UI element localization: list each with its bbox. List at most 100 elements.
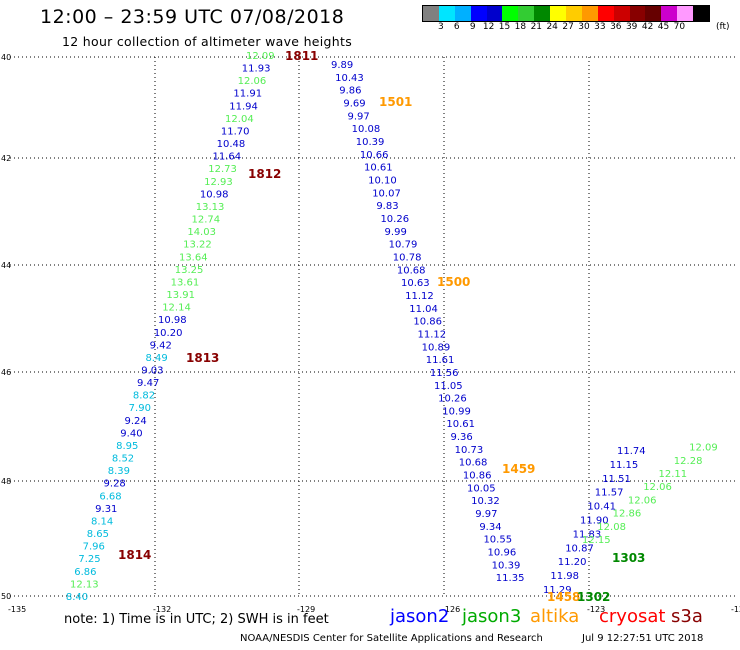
swh-reading-center-track: 9.99 (385, 227, 407, 238)
swh-reading-west-track: 12.14 (162, 303, 191, 314)
swh-reading-center-track: 10.61 (446, 419, 475, 430)
color-swatch (645, 6, 662, 21)
swh-reading-west-track: 9.42 (150, 340, 172, 351)
swh-reading-west-track: 11.93 (242, 64, 271, 75)
observation-time-label: 1459 (502, 462, 535, 476)
swh-reading-west-track: 8.95 (116, 441, 138, 452)
latitude-tick-label: 48 (1, 477, 11, 486)
swh-reading-center-track: 9.89 (331, 60, 353, 71)
swh-reading-center-track: 11.35 (496, 573, 525, 584)
swh-reading-west-track: 7.25 (78, 554, 100, 565)
color-swatch (518, 6, 535, 21)
mission-label-cryosat: cryosat (599, 606, 666, 627)
swh-reading-center-track: 9.36 (450, 432, 472, 443)
longitude-tick-label: -129 (297, 605, 315, 614)
swh-reading-center-track: 9.97 (475, 509, 497, 520)
color-swatch (438, 6, 455, 21)
observation-time-label: 1814 (118, 548, 151, 562)
swh-reading-west-track: 13.22 (183, 240, 212, 251)
swh-reading-west-track: 9.40 (120, 428, 142, 439)
color-swatch (661, 6, 678, 21)
generated-timestamp: Jul 9 12:27:51 UTC 2018 (582, 633, 704, 644)
swh-reading-center-track: 10.05 (467, 483, 496, 494)
swh-reading-west-track: 12.73 (208, 164, 237, 175)
mission-label-s3a: s3a (671, 606, 703, 627)
swh-reading-center-track: 10.68 (397, 265, 426, 276)
swh-reading-east-track-b: 12.08 (597, 522, 626, 533)
swh-reading-west-track: 10.20 (154, 328, 183, 339)
swh-reading-west-track: 14.03 (187, 227, 216, 238)
swh-reading-east-track-b: 12.09 (689, 443, 718, 454)
color-swatch (613, 6, 630, 21)
latitude-tick-label: 42 (1, 154, 11, 163)
swh-reading-east-track-b: 12.06 (628, 495, 657, 506)
swh-reading-west-track: 10.48 (217, 139, 246, 150)
swh-reading-center-track: 11.04 (409, 304, 438, 315)
swh-reading-center-track: 9.69 (343, 98, 365, 109)
color-swatch (454, 6, 471, 21)
swh-reading-east-track: 11.74 (617, 446, 646, 457)
swh-reading-west-track: 9.31 (95, 504, 117, 515)
swh-reading-west-track: 6.86 (74, 567, 96, 578)
swh-reading-east-track: 11.20 (558, 557, 587, 568)
swh-reading-west-track: 9.28 (104, 479, 126, 490)
swh-reading-east-track: 11.15 (610, 460, 639, 471)
swh-reading-west-track: 7.96 (83, 542, 105, 553)
swh-reading-west-track: 9.24 (124, 416, 146, 427)
color-scale-labels: 3 6 9 12 15 18 21 24 27 30 33 36 39 42 45 70 (422, 22, 712, 34)
credit-line: NOAA/NESDIS Center for Satellite Applica… (240, 633, 543, 644)
color-scale-label: 39 (625, 22, 638, 32)
color-swatch (534, 6, 551, 21)
swh-reading-center-track: 10.68 (459, 458, 488, 469)
swh-reading-center-track: 10.99 (442, 406, 471, 417)
swh-reading-west-track: 9.47 (137, 378, 159, 389)
color-swatch (629, 6, 646, 21)
longitude-tick-label: -132 (153, 605, 171, 614)
swh-reading-center-track: 10.73 (455, 445, 484, 456)
swh-reading-center-track: 10.08 (352, 124, 381, 135)
swh-reading-west-track: 6.68 (99, 491, 121, 502)
swh-reading-west-track: 9.03 (141, 366, 163, 377)
swh-reading-east-track-b: 12.86 (613, 509, 642, 520)
swh-reading-center-track: 11.12 (418, 329, 447, 340)
color-swatch (502, 6, 519, 21)
color-scale-label: 9 (469, 22, 476, 32)
swh-reading-east-track: 11.83 (573, 529, 602, 540)
swh-reading-center-track: 10.86 (413, 317, 442, 328)
swh-reading-west-track: 12.06 (238, 76, 267, 87)
observation-time-label: 1303 (612, 551, 645, 565)
color-swatch (597, 6, 614, 21)
color-swatch (423, 6, 439, 21)
color-scale-label: 18 (514, 22, 527, 32)
observation-time-label: 1812 (248, 167, 281, 181)
swh-reading-west-track: 10.98 (200, 189, 229, 200)
swh-reading-center-track: 10.66 (360, 150, 389, 161)
swh-reading-center-track: 11.05 (434, 381, 463, 392)
longitude-tick-label: -126 (442, 605, 460, 614)
swh-reading-west-track: 8.65 (87, 529, 109, 540)
swh-reading-west-track: 11.70 (221, 126, 250, 137)
swh-reading-center-track: 10.26 (438, 394, 467, 405)
observation-time-label: 1500 (437, 275, 470, 289)
swh-reading-center-track: 10.43 (335, 73, 364, 84)
swh-reading-east-track: 11.29 (543, 585, 572, 596)
swh-reading-west-track: 8.82 (133, 391, 155, 402)
swh-reading-west-track: 13.61 (171, 277, 200, 288)
swh-reading-center-track: 10.10 (368, 175, 397, 186)
observation-time-label: 1302 (577, 590, 610, 604)
swh-reading-center-track: 9.83 (376, 201, 398, 212)
color-scale-unit: (ft) (716, 22, 730, 32)
color-scale-label: 42 (641, 22, 654, 32)
swh-reading-west-track: 8.40 (66, 592, 88, 603)
color-scale-label: 6 (453, 22, 460, 32)
swh-reading-center-track: 10.63 (401, 278, 430, 289)
latitude-tick-label: 46 (1, 368, 11, 377)
swh-reading-center-track: 11.12 (405, 291, 434, 302)
swh-reading-west-track: 8.49 (145, 353, 167, 364)
swh-reading-center-track: 10.55 (483, 535, 512, 546)
swh-reading-west-track: 12.09 (246, 51, 275, 62)
swh-reading-west-track: 11.94 (229, 101, 258, 112)
mission-label-altika: altika (530, 606, 580, 627)
swh-reading-east-track: 10.87 (565, 543, 594, 554)
